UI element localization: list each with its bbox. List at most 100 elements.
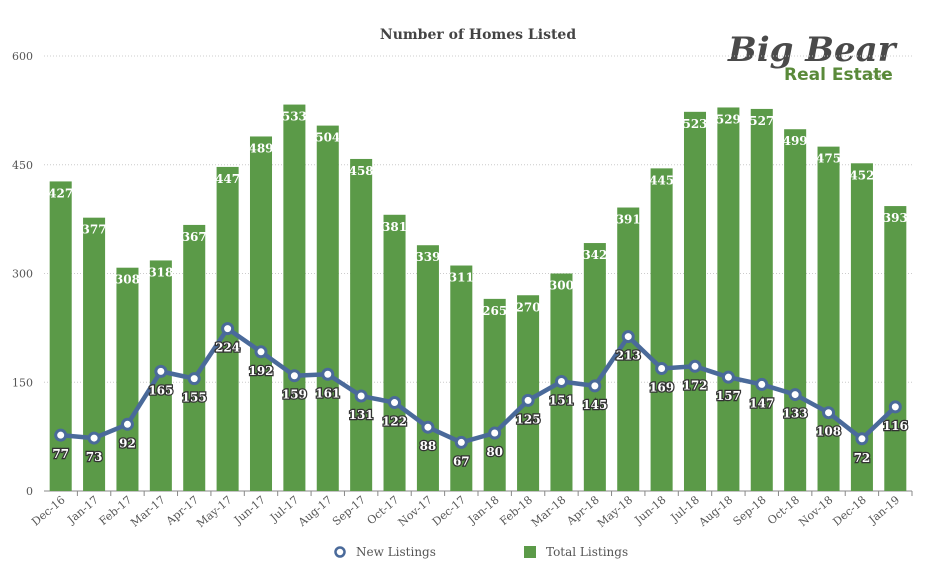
bar <box>316 125 339 491</box>
bar <box>617 207 640 491</box>
bar-value-label: 377 <box>82 223 107 237</box>
point-value-label: 108 <box>816 425 841 439</box>
line-point <box>254 345 268 359</box>
bar <box>49 181 72 492</box>
point-value-label: 161 <box>315 386 340 400</box>
bar <box>83 217 106 492</box>
bar-value-label: 452 <box>849 168 874 182</box>
point-value-label: 125 <box>516 412 541 426</box>
line-series: 77 73 92 165 155 224 192 159 161 131 122 88 67 80 125 1… <box>51 322 909 470</box>
bar-value-label: 458 <box>349 164 374 178</box>
line-point <box>287 369 301 383</box>
line-point <box>755 377 769 391</box>
legend-label: New Listings <box>356 545 436 559</box>
line-point <box>888 400 902 414</box>
point-value-label: 192 <box>248 364 273 378</box>
bar <box>750 108 773 492</box>
x-tick-label: Sep-17 <box>330 493 368 528</box>
point-value-label: 77 <box>52 447 69 461</box>
bar <box>817 146 840 491</box>
line-point <box>221 322 235 336</box>
bar-value-label: 339 <box>415 250 440 264</box>
point-value-label: 169 <box>649 380 674 394</box>
y-tick-label: 150 <box>12 376 33 389</box>
legend-marker-bar <box>524 546 536 558</box>
legend-item-total-listings[interactable]: Total Listings <box>524 545 628 559</box>
bar <box>784 129 807 491</box>
bar <box>416 245 439 491</box>
x-tick-label: Nov-18 <box>796 493 835 529</box>
x-tick-label: Feb-17 <box>97 493 135 528</box>
x-tick-label: Nov-17 <box>396 493 435 529</box>
x-tick-label: Sep-18 <box>731 493 769 528</box>
point-value-label: 92 <box>119 436 136 450</box>
point-value-label: 172 <box>682 378 707 392</box>
bar-value-label: 523 <box>682 117 707 131</box>
line-point <box>421 420 435 434</box>
bar-value-label: 475 <box>816 152 841 166</box>
line-point <box>688 359 702 373</box>
line-point <box>788 388 802 402</box>
bar <box>850 163 873 492</box>
x-tick-label: Jan-17 <box>64 493 101 527</box>
point-value-label: 145 <box>582 398 607 412</box>
bar-value-label: 529 <box>716 112 741 126</box>
legend-item-new-listings[interactable]: New Listings <box>334 545 436 559</box>
bar <box>116 267 139 491</box>
point-value-label: 122 <box>382 415 407 429</box>
bar <box>183 224 206 492</box>
bar <box>249 136 273 491</box>
bar-value-label: 265 <box>482 304 507 318</box>
y-tick-label: 300 <box>12 268 33 281</box>
logo-text-sub: Real Estate <box>784 65 893 85</box>
bar <box>717 107 740 491</box>
point-value-label: 67 <box>453 454 470 468</box>
bar-labels: 427 377 308 318 367 447 489 533 504 458 381 339 311 2… <box>48 110 908 318</box>
bar-value-label: 527 <box>749 114 774 128</box>
line-point <box>855 432 869 446</box>
bar-value-label: 318 <box>148 265 173 279</box>
bar-value-label: 342 <box>582 248 607 262</box>
bar-value-label: 489 <box>248 141 273 155</box>
line-point <box>521 393 535 407</box>
point-value-label: 213 <box>616 349 641 363</box>
bar-value-label: 504 <box>315 131 340 145</box>
bar <box>683 111 707 491</box>
bar <box>450 265 473 491</box>
point-value-label: 147 <box>749 396 774 410</box>
point-value-label: 165 <box>148 383 173 397</box>
line-point <box>822 406 836 420</box>
x-tick-label: Dec-17 <box>430 493 468 528</box>
line-point <box>488 426 502 440</box>
point-value-label: 80 <box>486 445 503 459</box>
y-tick-label: 0 <box>26 485 33 498</box>
line-point <box>588 379 602 393</box>
point-value-label: 151 <box>549 394 574 408</box>
bar-value-label: 391 <box>616 213 641 227</box>
y-tick-label: 600 <box>12 50 33 63</box>
y-axis: 0 150 300 450 600 <box>12 50 33 498</box>
x-tick-label: Jan-18 <box>465 493 502 527</box>
bar <box>283 104 306 491</box>
point-value-label: 155 <box>182 391 207 405</box>
y-tick-label: 450 <box>12 159 33 172</box>
x-tick-label: Oct-17 <box>365 493 402 527</box>
line-point <box>655 361 669 375</box>
bar-value-label: 445 <box>649 173 674 187</box>
point-value-label: 133 <box>783 407 808 421</box>
legend: New Listings Total Listings <box>334 545 628 559</box>
x-tick-label: Dec-18 <box>830 493 868 528</box>
legend-marker-line <box>334 546 346 558</box>
bar-value-label: 381 <box>382 220 407 234</box>
x-axis: Dec-16Jan-17Feb-17Mar-17Apr-17May-17Jun-… <box>29 491 913 530</box>
x-tick-label: Dec-16 <box>29 493 67 528</box>
bar-value-label: 533 <box>282 110 307 124</box>
line-point <box>120 417 134 431</box>
logo-text-suffix: .com <box>867 72 887 81</box>
bar <box>650 168 673 491</box>
bar-value-label: 270 <box>516 300 541 314</box>
bar-value-label: 447 <box>215 172 240 186</box>
x-tick-label: Aug-18 <box>696 493 736 529</box>
legend-label: Total Listings <box>546 545 628 559</box>
brand-logo: Big Bear Real Estate .com <box>727 30 898 85</box>
